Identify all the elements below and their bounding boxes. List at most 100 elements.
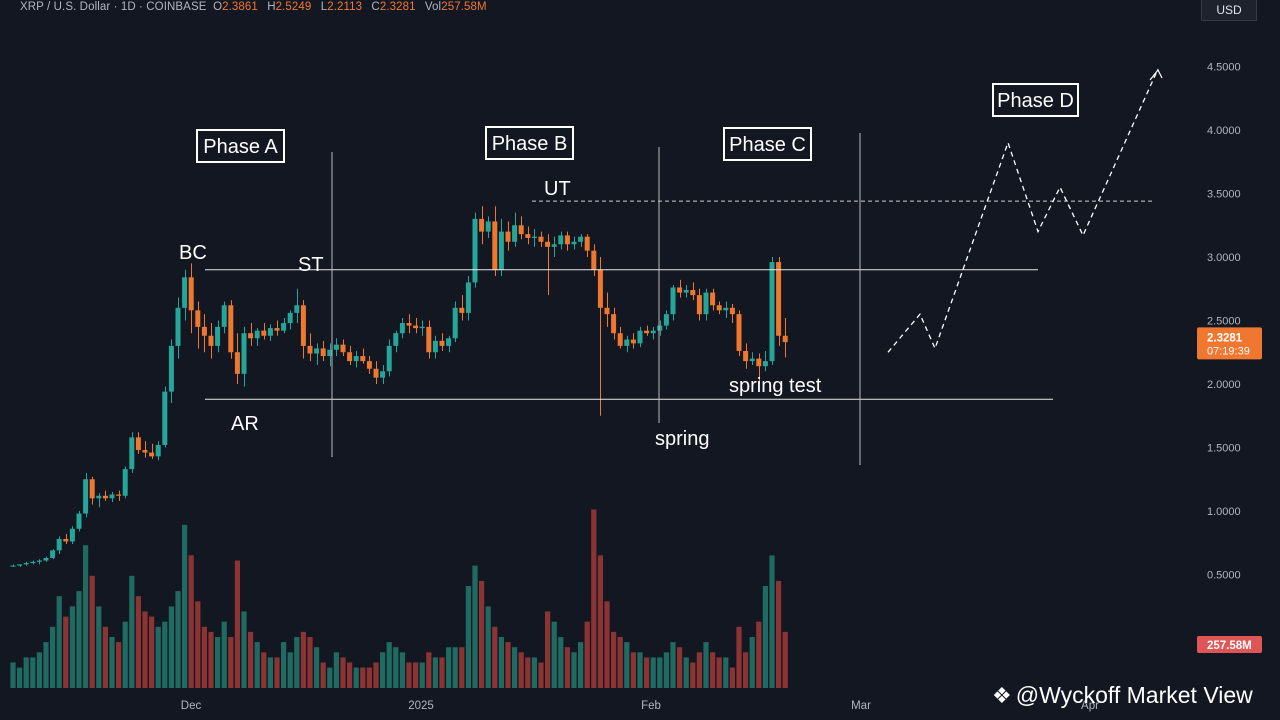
volume-bar — [314, 647, 320, 688]
volume-bar — [432, 657, 438, 688]
volume-bar — [340, 657, 346, 688]
candle-body — [360, 356, 366, 362]
low-value: 2.2113 — [327, 1, 363, 13]
candle — [485, 216, 491, 238]
volume-bar — [729, 667, 735, 688]
candle-body — [485, 221, 491, 232]
volume-bar — [690, 662, 696, 688]
candle — [208, 323, 214, 359]
volume-bar — [525, 657, 531, 688]
candle-body — [102, 495, 108, 499]
candle-body — [637, 330, 643, 344]
volume-bar — [498, 637, 504, 688]
candle — [459, 295, 465, 321]
candle-body — [122, 469, 128, 496]
candle-body — [703, 292, 709, 315]
candle — [96, 493, 102, 508]
price-badge-countdown: 07:19:39 — [1207, 345, 1250, 357]
volume-bar — [518, 652, 524, 688]
high-label: H — [267, 1, 276, 13]
candle-body — [512, 225, 518, 242]
volume-bar — [333, 652, 339, 688]
event-label: BC — [179, 242, 207, 264]
candle-body — [294, 305, 300, 313]
candle-body — [83, 479, 89, 514]
candle — [611, 307, 617, 340]
volume-bar — [538, 662, 544, 688]
candle — [168, 339, 174, 404]
candle — [498, 218, 504, 277]
candle — [683, 284, 689, 298]
candle-body — [677, 287, 683, 293]
candle-body — [76, 513, 82, 529]
volume-bar — [578, 642, 584, 688]
candle — [413, 317, 419, 334]
candle-body — [736, 314, 742, 351]
volume-bar — [353, 667, 359, 688]
volume-bar — [399, 652, 405, 688]
y-tick-label: 3.5000 — [1207, 189, 1241, 201]
candle — [716, 301, 722, 315]
candle — [248, 323, 254, 346]
volume-bar — [274, 657, 280, 688]
candle-body — [109, 494, 115, 499]
axes: 4.5000 4.0000 3.5000 3.0000 2.5000 2.0000 1.50… — [181, 20, 1280, 720]
candle — [756, 353, 762, 384]
candle-body — [241, 333, 247, 374]
volume-bar — [320, 662, 326, 688]
candle-body — [432, 340, 438, 353]
candle — [696, 288, 702, 321]
candle-body — [261, 330, 267, 336]
candle — [234, 333, 240, 384]
candle-body — [116, 494, 122, 496]
volume-bar — [617, 637, 623, 688]
volume-bar — [380, 652, 386, 688]
volume-bar — [254, 642, 260, 688]
volume-bar — [188, 555, 194, 688]
symbol-info: XRP / U.S. Dollar · 1D · COINBASE — [20, 1, 207, 13]
volume-bar — [531, 657, 537, 688]
currency-button[interactable]: USD — [1201, 0, 1257, 21]
open-value: 2.3861 — [222, 1, 258, 13]
candle — [83, 472, 89, 518]
volume-bar — [241, 611, 247, 688]
candle — [294, 288, 300, 324]
candle-body — [663, 314, 669, 326]
candle — [188, 263, 194, 334]
candle — [393, 330, 399, 353]
y-tick-label: 4.0000 — [1207, 125, 1241, 137]
volume-bar — [479, 580, 485, 688]
x-tick-label: Apr — [1081, 700, 1099, 712]
candle — [241, 326, 247, 387]
candle — [274, 320, 280, 336]
volume-bar — [591, 509, 597, 688]
volume-bar — [30, 657, 36, 688]
candle — [287, 310, 293, 330]
volume-bar — [459, 647, 465, 688]
candle-body — [723, 307, 729, 311]
candle — [228, 300, 234, 359]
candle-body — [611, 314, 617, 334]
volume-bar — [756, 621, 762, 688]
candle-body — [393, 333, 399, 346]
candle — [452, 301, 458, 343]
candle — [564, 231, 570, 251]
diamond-logo-icon: ❖ — [992, 682, 1012, 708]
candle-body — [406, 323, 412, 326]
candle — [558, 231, 564, 250]
candle-body — [419, 326, 425, 329]
candle — [406, 314, 412, 334]
candle — [221, 301, 227, 334]
volume-bar — [452, 647, 458, 688]
open-label: O — [213, 1, 223, 13]
candle-body — [155, 444, 161, 457]
close-label: C — [371, 1, 380, 13]
candle — [63, 533, 69, 545]
candle — [472, 212, 478, 288]
candle — [69, 526, 75, 545]
volume-bar — [670, 642, 676, 688]
candle — [446, 335, 452, 353]
volume-bar — [703, 642, 709, 688]
phase-box — [485, 126, 574, 160]
